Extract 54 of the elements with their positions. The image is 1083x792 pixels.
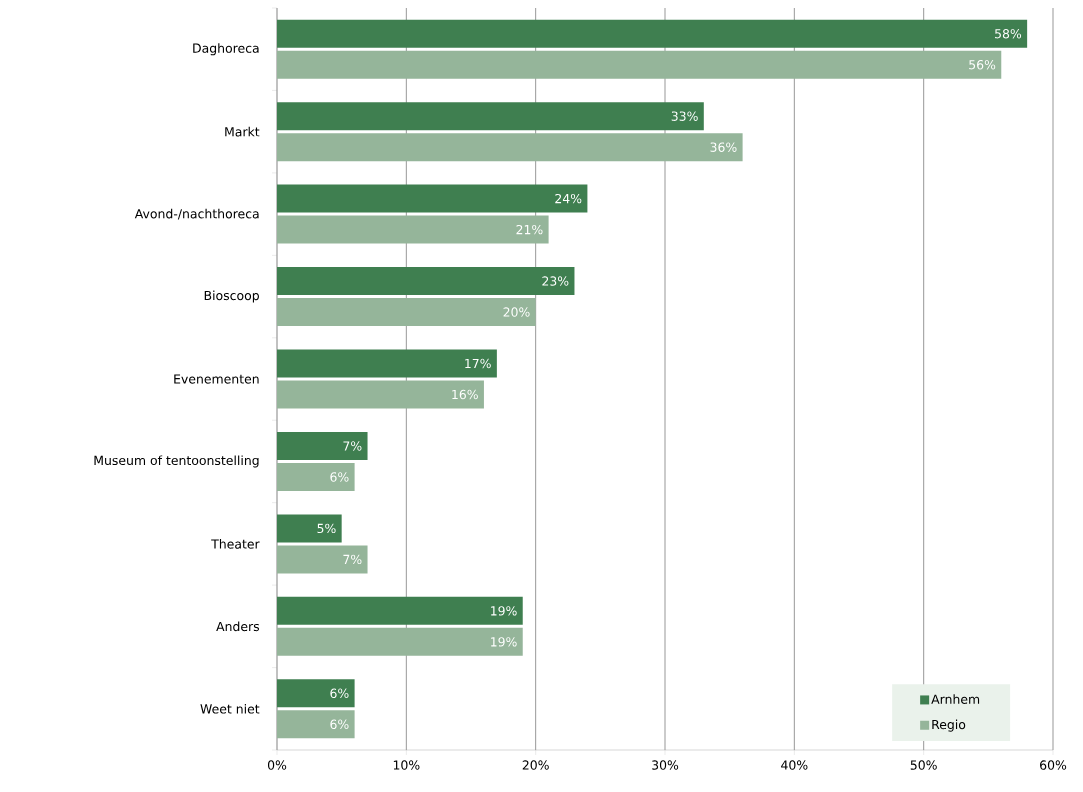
x-tick-label: 10% <box>393 760 420 770</box>
data-label: 7% <box>343 554 362 565</box>
data-label: 16% <box>452 389 478 400</box>
bar <box>277 19 1028 48</box>
data-label: 20% <box>503 307 530 317</box>
x-tick-label: 60% <box>1040 760 1067 770</box>
data-label: 5% <box>317 523 336 534</box>
data-label: 33% <box>671 111 698 121</box>
bar <box>277 215 549 244</box>
bar <box>277 514 342 543</box>
bar <box>277 349 497 378</box>
bar <box>277 431 368 460</box>
y-tick-label: Markt <box>225 126 260 137</box>
x-tick-label: 50% <box>910 760 937 770</box>
bar <box>277 679 355 708</box>
legend-label: Regio <box>932 719 966 732</box>
bar <box>277 298 536 327</box>
y-tick-label: Daghoreca <box>193 43 259 56</box>
y-tick-label: Theater <box>211 539 260 549</box>
x-tick-label: 40% <box>781 760 808 770</box>
bar <box>277 267 575 296</box>
data-label: 56% <box>969 60 996 70</box>
data-label: 21% <box>516 224 543 235</box>
y-tick-label: Anders <box>216 621 260 632</box>
bar <box>277 462 355 491</box>
data-label: 6% <box>330 688 349 698</box>
y-tick-label: Museum of tentoonstelling <box>94 455 259 468</box>
x-tick-label: 0% <box>267 760 287 770</box>
data-label: 17% <box>465 358 491 369</box>
bar <box>277 133 743 162</box>
y-tick-label: Weet niet <box>200 703 260 714</box>
bar <box>277 102 704 131</box>
data-label: 6% <box>330 472 349 482</box>
data-label: 6% <box>330 719 349 729</box>
y-tick-label: Avond-/nachthoreca <box>134 208 259 220</box>
data-label: 19% <box>491 606 517 616</box>
y-tick-label: Evenementen <box>174 374 259 384</box>
data-label: 23% <box>542 276 569 286</box>
x-tick-label: 30% <box>652 760 679 770</box>
bar <box>277 627 523 656</box>
bar <box>277 184 588 213</box>
data-label: 58% <box>995 29 1022 39</box>
x-tick-label: 20% <box>522 760 549 770</box>
data-label: 36% <box>710 142 737 152</box>
data-label: 19% <box>491 637 517 647</box>
data-label: 7% <box>343 441 362 451</box>
y-tick-label: Bioscoop <box>204 290 259 303</box>
legend-label: Arnhem <box>931 694 980 704</box>
bar <box>277 545 368 574</box>
bar <box>277 50 1002 79</box>
bar <box>277 710 355 739</box>
bar <box>277 380 484 409</box>
bar <box>277 596 523 625</box>
data-label: 24% <box>555 193 582 204</box>
